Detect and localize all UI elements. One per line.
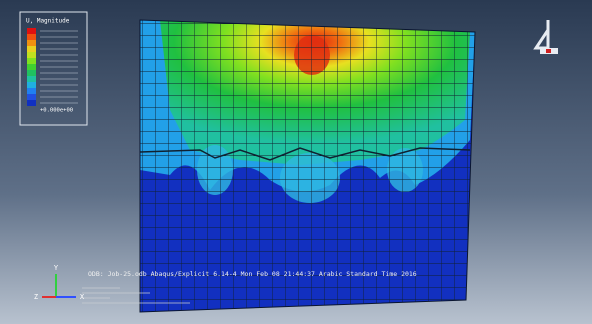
axis-label-z: Z [34,293,38,301]
viewport: U, Magnitude +0.000e+00 ODB: Job-25.odb … [0,0,592,324]
status-line: ODB: Job-25.odb Abaqus/Explicit 6.14-4 M… [88,270,417,278]
page: U, Magnitude +0.000e+00 ODB: Job-25.odb … [0,0,592,324]
legend-min: +0.000e+00 [40,108,73,114]
legend-title: U, Magnitude [26,18,70,25]
